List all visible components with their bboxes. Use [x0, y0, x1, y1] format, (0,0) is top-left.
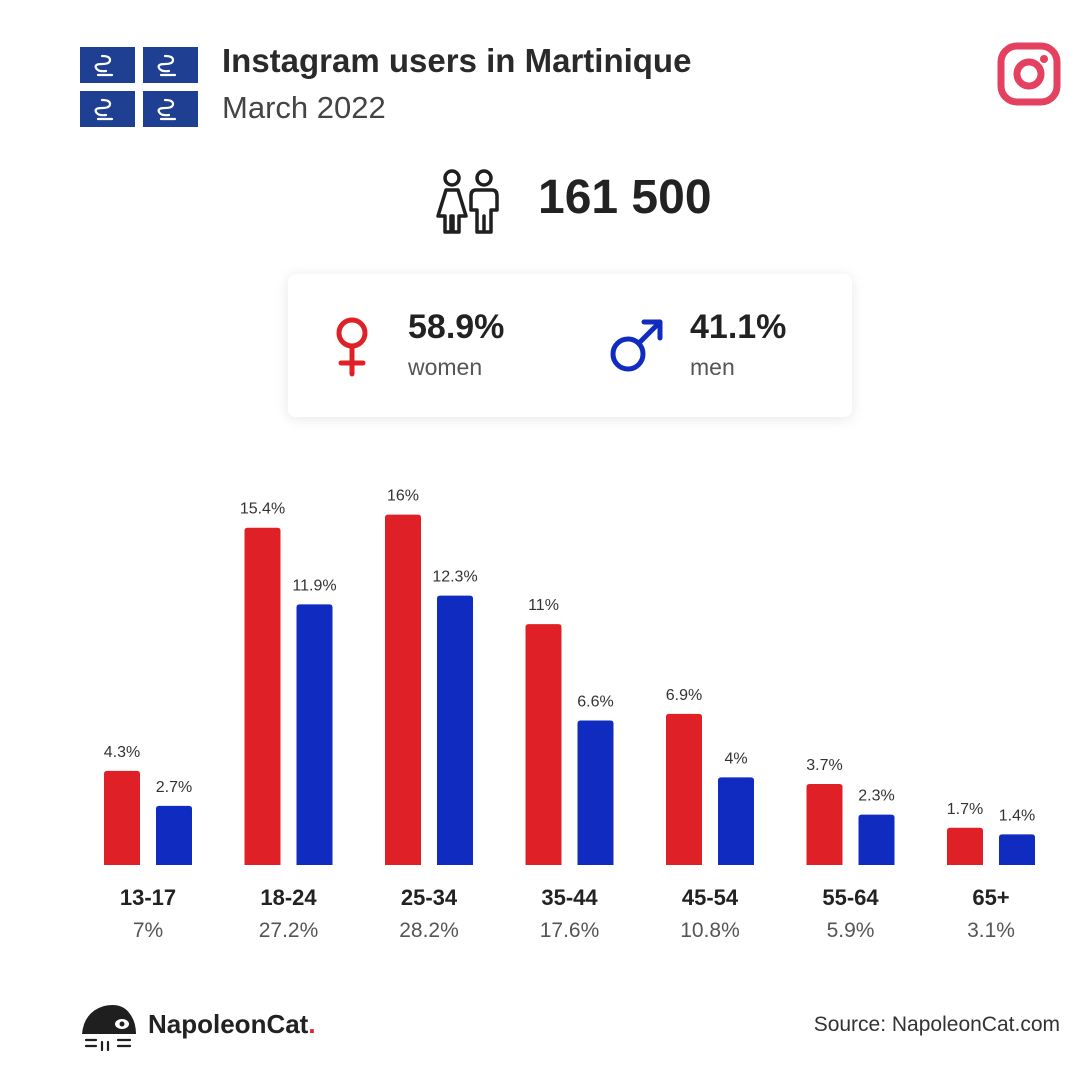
- bar: [577, 720, 614, 865]
- brand-name: NapoleonCat.: [148, 1009, 316, 1040]
- data-label: 2.3%: [858, 788, 894, 805]
- category-total: 28.2%: [399, 919, 459, 942]
- bar: [156, 805, 192, 865]
- category-total: 5.9%: [827, 919, 875, 942]
- category-label: 13-17: [120, 885, 176, 910]
- bar: [437, 595, 473, 865]
- women-percentage: 58.9%: [408, 308, 505, 346]
- bar: [858, 814, 895, 865]
- data-label: 4.3%: [104, 744, 140, 761]
- data-label: 1.7%: [947, 801, 983, 818]
- male-symbol-icon: [610, 319, 663, 372]
- page-title: Instagram users in Martinique: [222, 42, 692, 79]
- martinique-flag-icon: [80, 47, 198, 127]
- women-label: women: [408, 354, 483, 380]
- bar: [296, 604, 333, 865]
- category-label: 55-64: [822, 885, 879, 910]
- category-total: 7%: [133, 919, 163, 942]
- category-total: 10.8%: [680, 919, 740, 942]
- bar: [385, 514, 421, 865]
- category-label: 35-44: [541, 885, 598, 910]
- data-label: 4%: [724, 750, 747, 767]
- data-label: 12.3%: [432, 569, 477, 586]
- men-percentage: 41.1%: [690, 308, 787, 346]
- age-gender-bar-chart: 4.3% 2.7% 13-17 7% 15.4% 11.9% 18-24 27.2% 16% 12…: [104, 488, 1035, 942]
- napoleoncat-logo-icon: [82, 1005, 136, 1052]
- category-total: 17.6%: [540, 919, 600, 942]
- bar: [104, 770, 140, 865]
- bar: [525, 624, 562, 865]
- brand-text: NapoleonCat: [148, 1009, 309, 1039]
- category-total: 27.2%: [259, 919, 319, 942]
- bar: [718, 777, 754, 865]
- data-label: 1.4%: [999, 807, 1035, 824]
- category-label: 18-24: [260, 885, 317, 910]
- category-label: 65+: [972, 885, 1009, 910]
- category-label: 45-54: [682, 885, 739, 910]
- bar: [666, 713, 702, 865]
- data-label: 6.6%: [577, 693, 613, 710]
- data-label: 6.9%: [666, 687, 702, 704]
- data-label: 15.4%: [240, 501, 285, 518]
- category-total: 3.1%: [967, 919, 1015, 942]
- data-label: 2.7%: [156, 779, 192, 796]
- bar: [806, 783, 843, 865]
- data-label: 3.7%: [806, 757, 842, 774]
- people-icon: [436, 169, 499, 234]
- female-symbol-icon: [336, 317, 368, 377]
- gender-card: 58.9% women 41.1% men: [288, 274, 852, 417]
- data-label: 11.9%: [292, 577, 336, 594]
- category-label: 25-34: [401, 885, 458, 910]
- brand-dot: .: [308, 1009, 316, 1039]
- men-label: men: [690, 354, 735, 380]
- data-label: 11%: [528, 597, 559, 614]
- source-text: Source: NapoleonCat.com: [813, 1013, 1060, 1036]
- bar: [999, 834, 1035, 865]
- bar: [244, 527, 281, 865]
- bar: [947, 827, 983, 865]
- instagram-icon: [997, 42, 1061, 106]
- data-label: 16%: [387, 488, 419, 505]
- total-users: 161 500: [538, 171, 712, 224]
- page-subtitle: March 2022: [222, 90, 386, 125]
